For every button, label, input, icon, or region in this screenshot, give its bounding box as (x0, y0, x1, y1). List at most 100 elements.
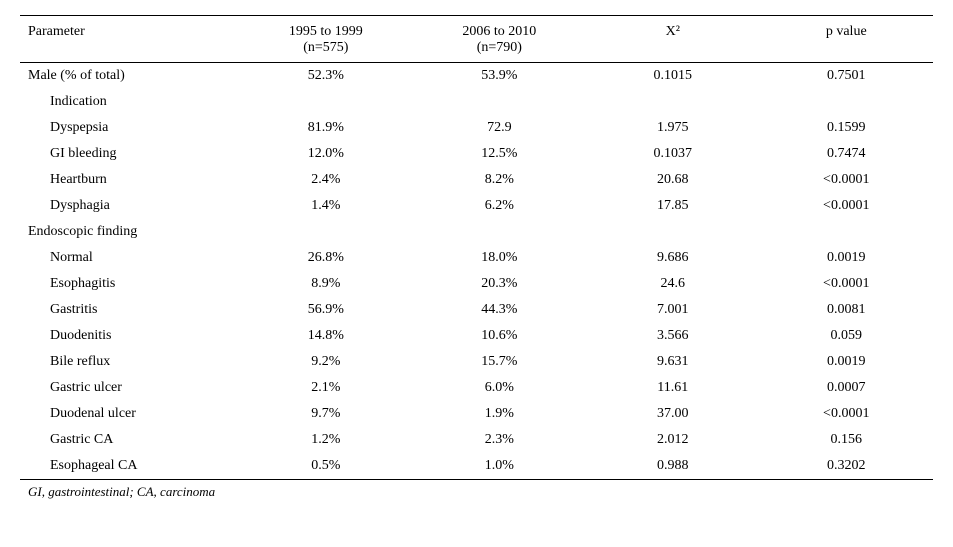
cell-v3: 0.1015 (586, 63, 759, 90)
cell-v3: 11.61 (586, 375, 759, 401)
header-period1: 1995 to 1999 (n=575) (239, 16, 412, 63)
cell-v4: 0.0081 (760, 297, 933, 323)
cell-label: Gastritis (20, 297, 239, 323)
cell-label: Duodenitis (20, 323, 239, 349)
cell-v4: 0.0007 (760, 375, 933, 401)
cell-label: Dysphagia (20, 193, 239, 219)
cell-v3: 7.001 (586, 297, 759, 323)
cell-v3: 20.68 (586, 167, 759, 193)
cell-v3: 24.6 (586, 271, 759, 297)
cell-label: GI bleeding (20, 141, 239, 167)
cell-v1: 14.8% (239, 323, 412, 349)
header-period2-line1: 2006 to 2010 (417, 24, 582, 40)
cell-v1: 9.7% (239, 401, 412, 427)
cell-v4: 0.3202 (760, 453, 933, 480)
cell-v1: 8.9% (239, 271, 412, 297)
cell-v4: <0.0001 (760, 193, 933, 219)
header-pvalue: p value (760, 16, 933, 63)
cell-label: Normal (20, 245, 239, 271)
cell-v1: 9.2% (239, 349, 412, 375)
table-row: Dysphagia1.4%6.2%17.85<0.0001 (20, 193, 933, 219)
header-parameter: Parameter (20, 16, 239, 63)
cell-v1: 52.3% (239, 63, 412, 90)
header-chi-sq: X² (586, 16, 759, 63)
cell-v3 (586, 219, 759, 245)
cell-v1: 2.1% (239, 375, 412, 401)
cell-v3: 9.631 (586, 349, 759, 375)
data-table: Parameter 1995 to 1999 (n=575) 2006 to 2… (20, 15, 933, 480)
cell-v2: 12.5% (413, 141, 586, 167)
cell-v1: 26.8% (239, 245, 412, 271)
table-row: Endoscopic finding (20, 219, 933, 245)
cell-v1: 56.9% (239, 297, 412, 323)
table-row: Esophageal CA0.5%1.0%0.9880.3202 (20, 453, 933, 480)
cell-v1: 81.9% (239, 115, 412, 141)
cell-label: Indication (20, 89, 239, 115)
header-period1-line1: 1995 to 1999 (243, 24, 408, 40)
cell-v4: 0.7501 (760, 63, 933, 90)
cell-v3: 3.566 (586, 323, 759, 349)
cell-v2: 6.0% (413, 375, 586, 401)
cell-v2: 15.7% (413, 349, 586, 375)
cell-v2: 44.3% (413, 297, 586, 323)
cell-label: Bile reflux (20, 349, 239, 375)
table-row: Duodenal ulcer9.7%1.9%37.00<0.0001 (20, 401, 933, 427)
cell-label: Gastric CA (20, 427, 239, 453)
cell-v2: 6.2% (413, 193, 586, 219)
header-period2-line2: (n=790) (417, 40, 582, 56)
cell-v4: <0.0001 (760, 167, 933, 193)
cell-v4: 0.059 (760, 323, 933, 349)
cell-v3: 9.686 (586, 245, 759, 271)
table-row: Heartburn2.4%8.2%20.68<0.0001 (20, 167, 933, 193)
cell-v4 (760, 219, 933, 245)
cell-label: Heartburn (20, 167, 239, 193)
cell-v2 (413, 89, 586, 115)
cell-label: Male (% of total) (20, 63, 239, 90)
cell-v2: 18.0% (413, 245, 586, 271)
cell-v4: <0.0001 (760, 271, 933, 297)
table-row: Gastritis56.9%44.3%7.0010.0081 (20, 297, 933, 323)
table-row: Esophagitis8.9%20.3%24.6<0.0001 (20, 271, 933, 297)
cell-v2: 53.9% (413, 63, 586, 90)
cell-v3 (586, 89, 759, 115)
table-row: Dyspepsia81.9%72.91.9750.1599 (20, 115, 933, 141)
cell-v1: 12.0% (239, 141, 412, 167)
cell-v2: 2.3% (413, 427, 586, 453)
table-row: GI bleeding12.0%12.5%0.10370.7474 (20, 141, 933, 167)
cell-label: Esophageal CA (20, 453, 239, 480)
cell-v3: 0.1037 (586, 141, 759, 167)
cell-v4: <0.0001 (760, 401, 933, 427)
cell-v4: 0.156 (760, 427, 933, 453)
cell-label: Endoscopic finding (20, 219, 239, 245)
cell-label: Esophagitis (20, 271, 239, 297)
cell-v2: 72.9 (413, 115, 586, 141)
table-row: Gastric CA1.2%2.3%2.0120.156 (20, 427, 933, 453)
cell-v1: 0.5% (239, 453, 412, 480)
table-row: Normal26.8%18.0%9.6860.0019 (20, 245, 933, 271)
table-row: Indication (20, 89, 933, 115)
cell-v3: 0.988 (586, 453, 759, 480)
cell-v3: 1.975 (586, 115, 759, 141)
cell-v2: 1.0% (413, 453, 586, 480)
cell-v3: 37.00 (586, 401, 759, 427)
table-footnote: GI, gastrointestinal; CA, carcinoma (20, 480, 933, 500)
table-header: Parameter 1995 to 1999 (n=575) 2006 to 2… (20, 16, 933, 63)
cell-v2 (413, 219, 586, 245)
table-row: Male (% of total)52.3%53.9%0.10150.7501 (20, 63, 933, 90)
cell-v2: 10.6% (413, 323, 586, 349)
cell-v3: 17.85 (586, 193, 759, 219)
cell-v4: 0.1599 (760, 115, 933, 141)
cell-v1 (239, 89, 412, 115)
table-row: Duodenitis14.8%10.6%3.5660.059 (20, 323, 933, 349)
table-body: Male (% of total)52.3%53.9%0.10150.7501I… (20, 63, 933, 480)
table-row: Bile reflux9.2%15.7%9.6310.0019 (20, 349, 933, 375)
cell-label: Duodenal ulcer (20, 401, 239, 427)
cell-v2: 1.9% (413, 401, 586, 427)
header-period1-line2: (n=575) (243, 40, 408, 56)
cell-v2: 20.3% (413, 271, 586, 297)
cell-v1: 1.4% (239, 193, 412, 219)
cell-v1 (239, 219, 412, 245)
cell-v4: 0.7474 (760, 141, 933, 167)
cell-v1: 2.4% (239, 167, 412, 193)
cell-label: Gastric ulcer (20, 375, 239, 401)
